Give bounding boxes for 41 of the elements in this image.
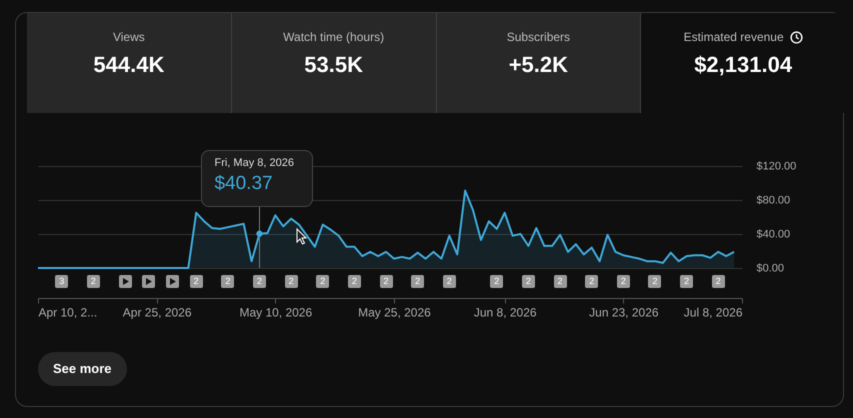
text: 53.5K: [304, 52, 363, 77]
text: $2,131.04: [694, 52, 792, 77]
category-label: Estimated revenue: [684, 30, 784, 44]
text: 2: [712, 275, 725, 288]
text: 2: [648, 275, 662, 288]
x-tick-label: Apr 10, 2...: [38, 306, 98, 320]
text: 2: [86, 275, 100, 288]
category-label: Views: [112, 30, 145, 44]
text: +5.2K: [508, 52, 568, 77]
x-tick-label: May 10, 2026: [239, 306, 312, 320]
text: 2: [616, 275, 630, 288]
x-tick-label: May 25, 2026: [358, 306, 432, 320]
x-tick-label: Jun 23, 2026: [589, 306, 659, 320]
category-label: Subscribers: [506, 30, 570, 44]
text: 2: [411, 275, 424, 288]
text: 2: [585, 275, 598, 288]
x-tick-label: Jun 8, 2026: [474, 306, 537, 320]
text: 2: [490, 275, 504, 288]
text: 2: [252, 275, 266, 288]
y-tick-label: $0.00: [756, 262, 784, 274]
y-tick-label: $80.00: [756, 194, 790, 206]
text: 2: [190, 275, 203, 288]
text: See more: [38, 352, 127, 386]
text: 2: [284, 275, 298, 288]
category-label: Watch time (hours): [283, 30, 384, 44]
x-tick-label: Apr 25, 2026: [122, 306, 192, 320]
text: 2: [221, 275, 234, 288]
text: 2: [348, 275, 361, 288]
annotation: $40.37: [214, 173, 274, 195]
annotation: Fri, May 8, 2026: [214, 157, 295, 169]
text: 2: [380, 275, 393, 288]
text: 2: [316, 275, 330, 288]
y-tick-label: $40.00: [756, 228, 790, 240]
x-tick-label: Jul 8, 2026: [684, 306, 743, 320]
text: 3: [55, 275, 68, 288]
text: 2: [554, 275, 567, 288]
text: 544.4K: [93, 52, 164, 77]
text: 2: [442, 275, 456, 288]
y-tick-label: $120.00: [756, 160, 796, 172]
text: 2: [522, 275, 535, 288]
text: 2: [680, 275, 694, 288]
